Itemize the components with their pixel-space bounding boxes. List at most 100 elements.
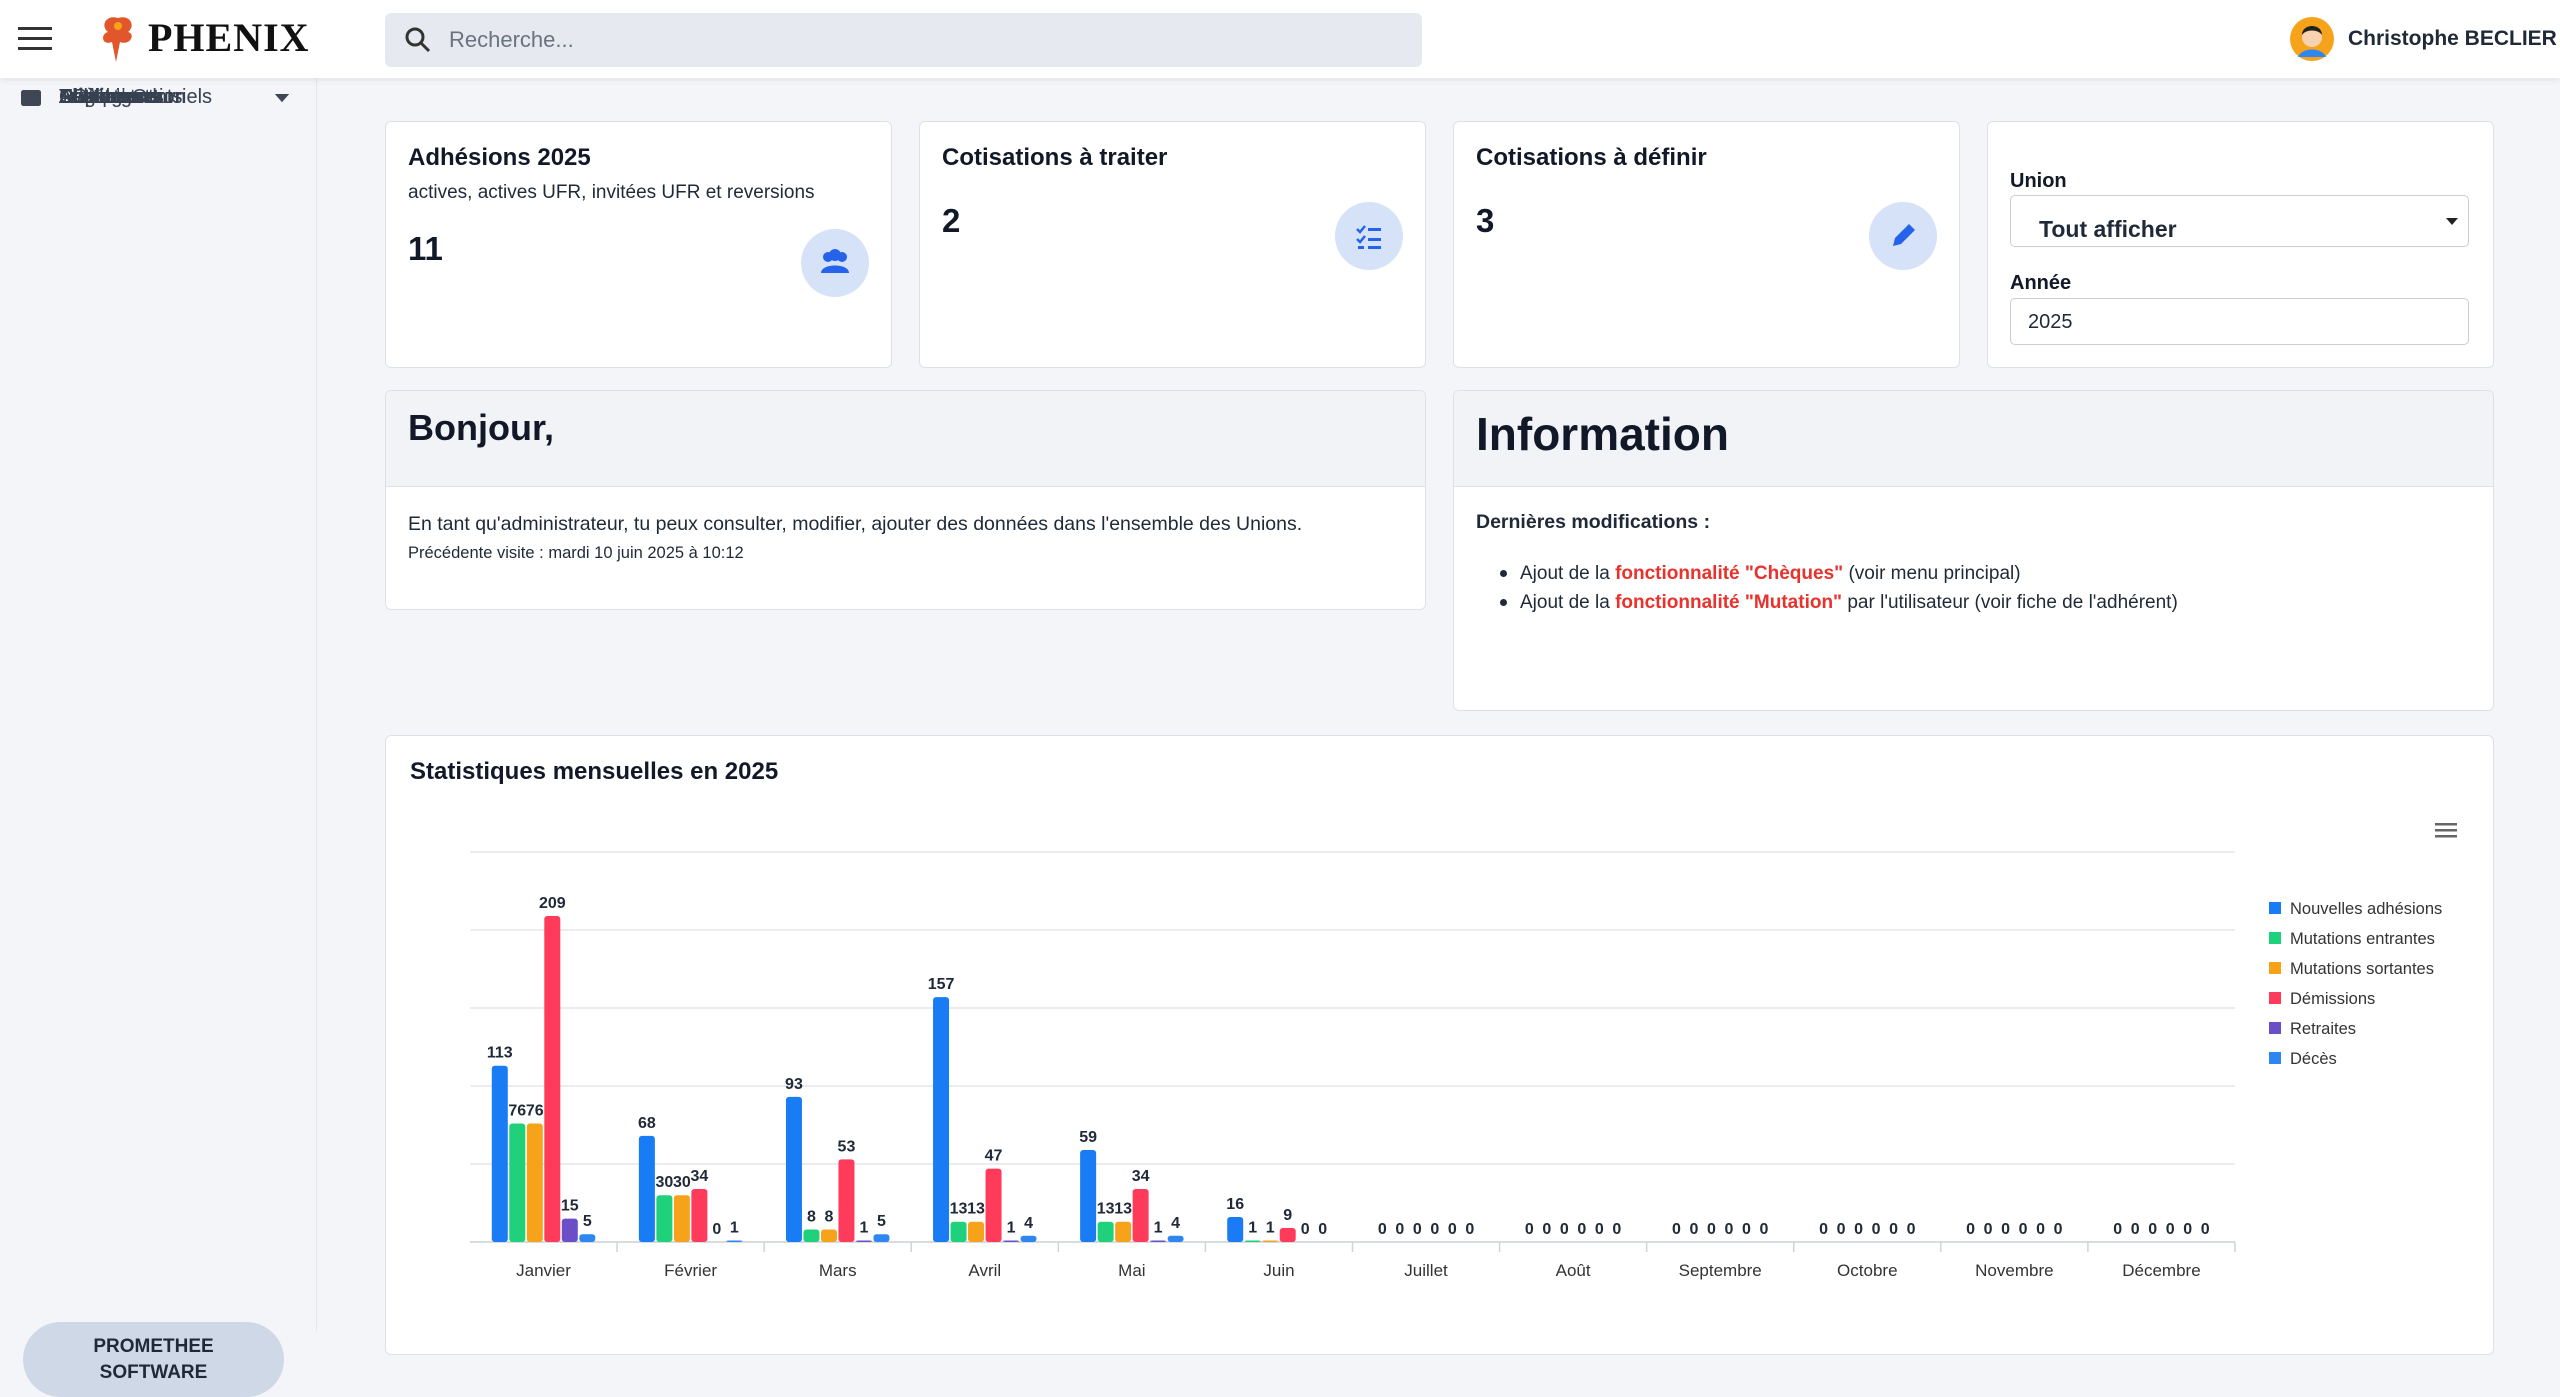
last-visit: Précédente visite : mardi 10 juin 2025 à…	[408, 544, 744, 562]
nav-label: Dashboard	[59, 86, 157, 108]
promethee-button[interactable]: PROMETHEE SOFTWARE	[23, 1322, 284, 1397]
legend-marker	[2269, 1052, 2281, 1064]
bar	[1262, 1240, 1279, 1242]
info-text: Ajout de la	[1520, 563, 1616, 584]
card-title: Cotisations à traiter	[942, 144, 1168, 171]
legend-label: Mutations sortantes	[2290, 960, 2434, 978]
user-name[interactable]: Christophe BECLIER	[2348, 27, 2557, 50]
logo-icon	[103, 17, 132, 62]
data-label: 1	[860, 1219, 869, 1236]
dropdown-caret	[2446, 218, 2458, 225]
welcome-card: Bonjour, En tant qu'administrateur, tu p…	[385, 390, 1426, 610]
data-label: 34	[1132, 1168, 1150, 1185]
data-label: 76	[508, 1102, 526, 1119]
data-label: 0	[1854, 1221, 1863, 1238]
year-value: 2025	[2028, 311, 2073, 333]
union-label: Union	[2010, 170, 2067, 192]
avatar[interactable]	[2290, 17, 2334, 61]
info-text: (voir menu principal)	[1843, 563, 2021, 584]
bar	[656, 1195, 673, 1242]
bar	[950, 1221, 967, 1242]
union-select[interactable]: Tout afficher	[2010, 195, 2469, 247]
chart-title: Statistiques mensuelles en 2025	[410, 758, 779, 785]
data-label: 0	[1907, 1221, 1916, 1238]
data-label: 0	[1690, 1221, 1699, 1238]
bar	[509, 1123, 526, 1242]
data-label: 0	[1301, 1221, 1310, 1238]
data-label: 4	[1024, 1215, 1033, 1232]
stat-card: Adhésions 2025 actives, actives UFR, inv…	[385, 121, 892, 368]
nav-label: Chèques	[59, 86, 140, 108]
x-tick-label: Novembre	[1975, 1261, 2053, 1280]
year-label: Année	[2010, 272, 2072, 294]
data-label: 15	[561, 1198, 579, 1215]
bullet	[1500, 570, 1507, 577]
menu-toggle[interactable]	[18, 27, 52, 51]
nav-label: Abonnements	[59, 86, 183, 108]
year-input[interactable]: 2025	[2010, 298, 2469, 345]
data-label: 4	[1171, 1215, 1180, 1232]
x-tick-label: Février	[664, 1261, 717, 1280]
data-label: 0	[1889, 1221, 1898, 1238]
bar	[968, 1221, 985, 1242]
data-label: 0	[1707, 1221, 1716, 1238]
x-tick-label: Septembre	[1679, 1261, 1762, 1280]
info-highlight: fonctionnalité "Mutation"	[1615, 592, 1843, 613]
bar	[491, 1065, 508, 1242]
x-tick-label: Octobre	[1837, 1261, 1897, 1280]
x-tick-label: Avril	[968, 1261, 1001, 1280]
information-title: Information	[1476, 408, 1729, 460]
filter-card: Union Tout afficher Année 2025	[1987, 121, 2494, 368]
legend-marker	[2269, 992, 2281, 1004]
bar	[873, 1234, 890, 1242]
search-icon	[405, 27, 431, 53]
search-box[interactable]: Recherche...	[385, 13, 1422, 67]
chart-menu[interactable]	[2435, 823, 2457, 838]
data-label: 30	[655, 1174, 673, 1191]
bar	[785, 1096, 802, 1242]
bar	[544, 915, 561, 1242]
data-label: 0	[1430, 1221, 1439, 1238]
data-label: 0	[1742, 1221, 1751, 1238]
data-label: 0	[1413, 1221, 1422, 1238]
bar	[1003, 1240, 1020, 1242]
info-item: Ajout de la fonctionnalité "Chèques" (vo…	[1500, 563, 2021, 585]
bar	[838, 1159, 855, 1242]
nav-label: Traitements	[59, 86, 164, 108]
bar	[855, 1240, 872, 1242]
nav-label: Départs	[59, 86, 130, 108]
union-value: Tout afficher	[2039, 216, 2177, 242]
data-label: 0	[1542, 1221, 1551, 1238]
data-label: 93	[785, 1076, 803, 1093]
data-label: 13	[1097, 1201, 1115, 1218]
bar	[579, 1234, 596, 1242]
bar	[1167, 1235, 1184, 1242]
stat-card: Cotisations à traiter 2	[919, 121, 1426, 368]
brand: PHENIX	[148, 15, 310, 60]
nav-label: Réglages	[59, 86, 144, 108]
bar	[673, 1195, 690, 1242]
data-label: 0	[1448, 1221, 1457, 1238]
data-label: 0	[712, 1221, 721, 1238]
legend-marker	[2269, 1022, 2281, 1034]
bar	[1080, 1149, 1097, 1242]
bar	[803, 1229, 820, 1242]
legend-label: Démissions	[2290, 990, 2375, 1008]
data-label: 0	[2113, 1221, 2122, 1238]
data-label: 1	[1007, 1219, 1016, 1236]
welcome-title: Bonjour,	[408, 407, 554, 448]
info-highlight: fonctionnalité "Chèques"	[1615, 563, 1844, 584]
bar	[1227, 1217, 1244, 1242]
bullet	[1500, 599, 1507, 606]
data-label: 0	[2201, 1221, 2210, 1238]
bar	[526, 1123, 543, 1242]
bar	[933, 997, 950, 1242]
welcome-header: Bonjour,	[386, 391, 1425, 487]
data-label: 16	[1226, 1196, 1244, 1213]
data-label: 1	[730, 1219, 739, 1236]
data-label: 13	[950, 1201, 968, 1218]
x-tick-label: Août	[1556, 1261, 1591, 1280]
data-label: 13	[1114, 1201, 1132, 1218]
card-title: Cotisations à définir	[1476, 144, 1707, 171]
